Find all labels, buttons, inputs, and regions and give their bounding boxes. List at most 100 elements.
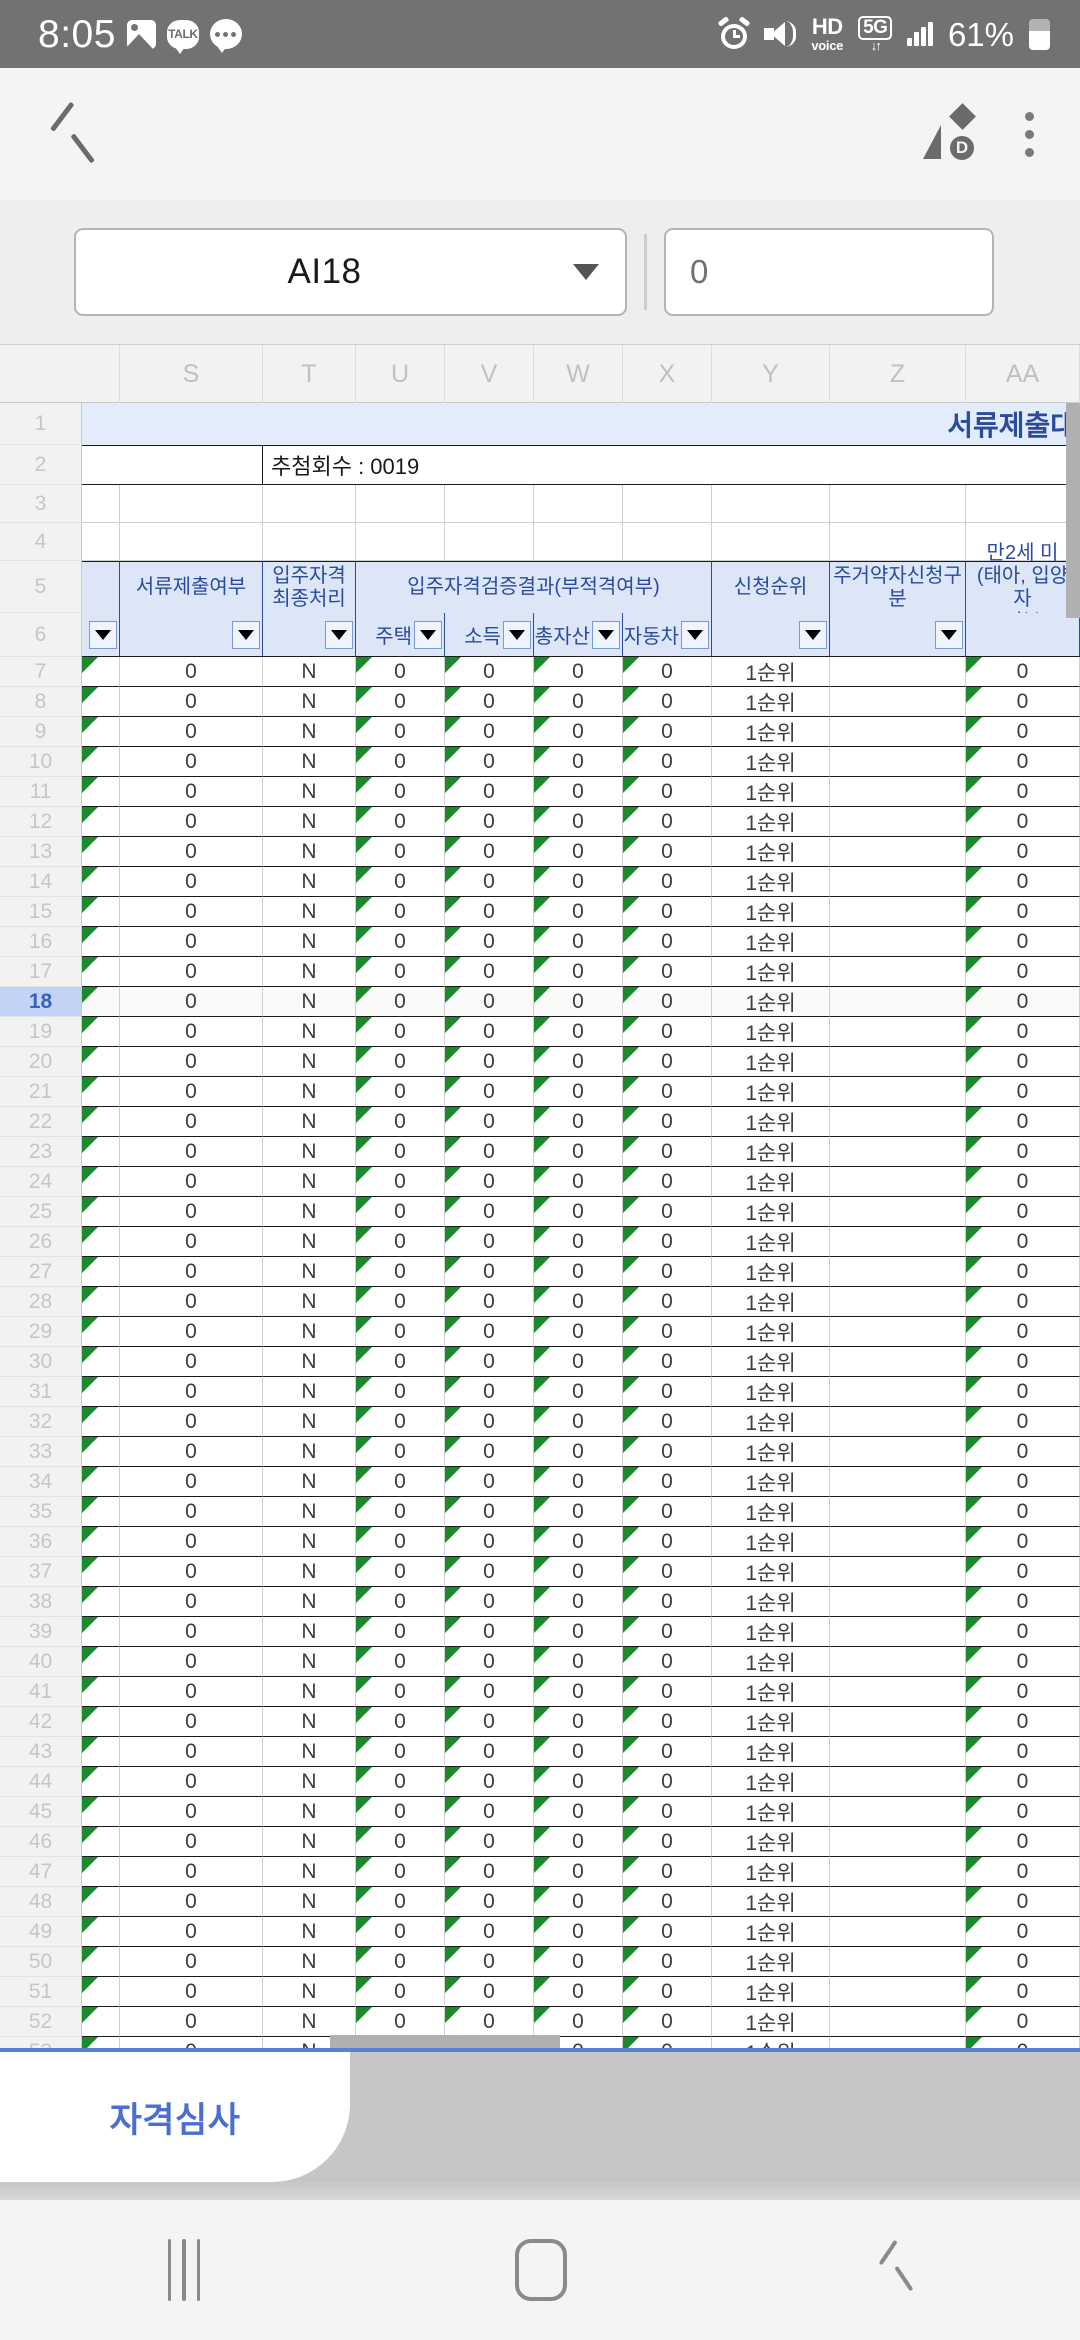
- table-cell-U[interactable]: 0: [356, 1167, 445, 1197]
- table-cell-AA[interactable]: 0: [966, 1017, 1080, 1047]
- table-cell-U[interactable]: 0: [356, 1077, 445, 1107]
- table-cell-AA[interactable]: 0: [966, 687, 1080, 717]
- filter-dropdown-icon[interactable]: [325, 620, 353, 649]
- empty-cell[interactable]: [120, 485, 263, 523]
- table-cell-AA[interactable]: 0: [966, 897, 1080, 927]
- table-cell-W[interactable]: 0: [534, 927, 623, 957]
- row-header-28[interactable]: 28: [0, 1287, 82, 1317]
- row-header-44[interactable]: 44: [0, 1767, 82, 1797]
- table-cell-blank[interactable]: [82, 837, 120, 867]
- table-cell-U[interactable]: 0: [356, 1527, 445, 1557]
- table-cell-Y[interactable]: 1순위: [712, 1437, 830, 1467]
- table-row[interactable]: 0 N 0 0 0 0 1순위 0: [82, 897, 1080, 927]
- row-header-33[interactable]: 33: [0, 1437, 82, 1467]
- row-header-16[interactable]: 16: [0, 927, 82, 957]
- table-cell-X[interactable]: 0: [623, 1947, 712, 1977]
- table-cell-U[interactable]: 0: [356, 1407, 445, 1437]
- table-cell-S[interactable]: 0: [120, 987, 263, 1017]
- empty-cell[interactable]: [263, 485, 356, 523]
- table-cell-U[interactable]: 0: [356, 1377, 445, 1407]
- table-cell-X[interactable]: 0: [623, 1137, 712, 1167]
- table-row[interactable]: 0 N 0 0 0 0 1순위 0: [82, 717, 1080, 747]
- row-header-30[interactable]: 30: [0, 1347, 82, 1377]
- column-header-X[interactable]: X: [623, 345, 712, 403]
- table-cell-Y[interactable]: 1순위: [712, 1197, 830, 1227]
- table-cell-blank[interactable]: [82, 927, 120, 957]
- row2-blank-cell[interactable]: [82, 445, 263, 485]
- table-row[interactable]: 0 N 0 0 0 0 1순위 0: [82, 1947, 1080, 1977]
- row-header-6[interactable]: 6: [0, 613, 82, 657]
- table-cell-V[interactable]: 0: [445, 1377, 534, 1407]
- table-cell-blank[interactable]: [82, 987, 120, 1017]
- table-cell-X[interactable]: 0: [623, 1197, 712, 1227]
- table-cell-blank[interactable]: [82, 1197, 120, 1227]
- table-cell-S[interactable]: 0: [120, 2007, 263, 2037]
- table-cell-Y[interactable]: 1순위: [712, 1047, 830, 1077]
- table-cell-S[interactable]: 0: [120, 1947, 263, 1977]
- table-cell-S[interactable]: 0: [120, 1287, 263, 1317]
- table-cell-T[interactable]: N: [263, 1467, 356, 1497]
- table-cell-blank[interactable]: [82, 1827, 120, 1857]
- table-cell-blank[interactable]: [82, 1947, 120, 1977]
- table-cell-S[interactable]: 0: [120, 1467, 263, 1497]
- table-cell-AA[interactable]: 0: [966, 1377, 1080, 1407]
- table-cell-V[interactable]: 0: [445, 897, 534, 927]
- table-cell-W[interactable]: 0: [534, 747, 623, 777]
- table-cell-X[interactable]: 0: [623, 1797, 712, 1827]
- table-cell-S[interactable]: 0: [120, 1557, 263, 1587]
- table-cell-U[interactable]: 0: [356, 927, 445, 957]
- table-cell-V[interactable]: 0: [445, 1137, 534, 1167]
- table-cell-W[interactable]: 0: [534, 1647, 623, 1677]
- row-header-34[interactable]: 34: [0, 1467, 82, 1497]
- table-row[interactable]: 0 N 0 0 0 0 1순위 0: [82, 1707, 1080, 1737]
- table-cell-U[interactable]: 0: [356, 2007, 445, 2037]
- column-header-AA[interactable]: AA: [966, 345, 1080, 403]
- filter-cell-vehicle[interactable]: 자동차: [623, 613, 712, 657]
- column-header-Z[interactable]: Z: [830, 345, 966, 403]
- table-cell-X[interactable]: 0: [623, 1407, 712, 1437]
- table-cell-Z[interactable]: [830, 717, 966, 747]
- table-cell-W[interactable]: 0: [534, 1347, 623, 1377]
- table-cell-Z[interactable]: [830, 1767, 966, 1797]
- table-cell-T[interactable]: N: [263, 1707, 356, 1737]
- table-cell-blank[interactable]: [82, 1467, 120, 1497]
- table-cell-U[interactable]: 0: [356, 1737, 445, 1767]
- table-cell-Y[interactable]: 1순위: [712, 957, 830, 987]
- table-cell-Z[interactable]: [830, 987, 966, 1017]
- table-cell-Z[interactable]: [830, 1407, 966, 1437]
- chevron-down-icon[interactable]: [573, 264, 599, 280]
- table-cell-W[interactable]: 0: [534, 897, 623, 927]
- empty-cell[interactable]: [445, 485, 534, 523]
- table-cell-T[interactable]: N: [263, 1437, 356, 1467]
- table-cell-W[interactable]: 0: [534, 1737, 623, 1767]
- table-cell-W[interactable]: 0: [534, 687, 623, 717]
- table-cell-AA[interactable]: 0: [966, 1227, 1080, 1257]
- table-cell-T[interactable]: N: [263, 1047, 356, 1077]
- table-cell-blank[interactable]: [82, 1737, 120, 1767]
- table-cell-V[interactable]: 0: [445, 1737, 534, 1767]
- table-cell-blank[interactable]: [82, 1707, 120, 1737]
- table-cell-Z[interactable]: [830, 1017, 966, 1047]
- table-cell-U[interactable]: 0: [356, 1467, 445, 1497]
- table-row[interactable]: 0 N 0 0 0 0 1순위 0: [82, 1077, 1080, 1107]
- table-cell-U[interactable]: 0: [356, 1347, 445, 1377]
- table-cell-W[interactable]: 0: [534, 987, 623, 1017]
- table-cell-blank[interactable]: [82, 1137, 120, 1167]
- table-cell-X[interactable]: 0: [623, 777, 712, 807]
- row-header-49[interactable]: 49: [0, 1917, 82, 1947]
- table-cell-U[interactable]: 0: [356, 1197, 445, 1227]
- row-header-36[interactable]: 36: [0, 1527, 82, 1557]
- table-cell-AA[interactable]: 0: [966, 1947, 1080, 1977]
- row-header-11[interactable]: 11: [0, 777, 82, 807]
- table-cell-W[interactable]: 0: [534, 957, 623, 987]
- table-cell-AA[interactable]: 0: [966, 1647, 1080, 1677]
- table-cell-Y[interactable]: 1순위: [712, 657, 830, 687]
- table-cell-T[interactable]: N: [263, 987, 356, 1017]
- table-cell-Z[interactable]: [830, 1737, 966, 1767]
- table-row[interactable]: 0 N 0 0 0 0 1순위 0: [82, 1767, 1080, 1797]
- table-cell-V[interactable]: 0: [445, 1767, 534, 1797]
- table-cell-V[interactable]: 0: [445, 717, 534, 747]
- table-cell-AA[interactable]: 0: [966, 1587, 1080, 1617]
- table-row[interactable]: 0 N 0 0 0 0 1순위 0: [82, 1917, 1080, 1947]
- table-cell-U[interactable]: 0: [356, 1947, 445, 1977]
